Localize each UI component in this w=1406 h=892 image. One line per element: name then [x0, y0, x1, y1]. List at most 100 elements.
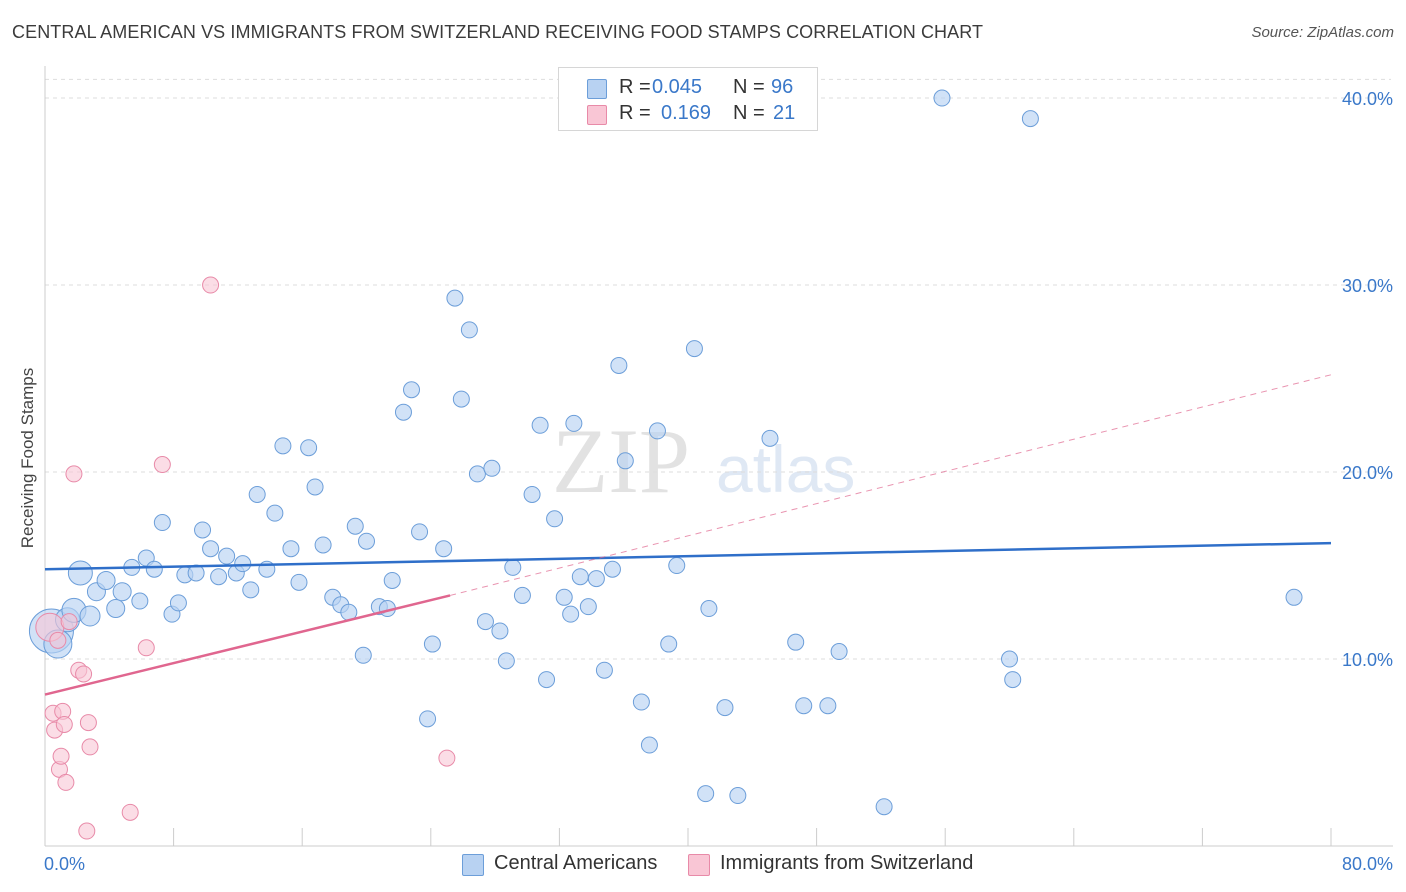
y-axis-title: Receiving Food Stamps: [18, 368, 37, 548]
central-americans-point: [403, 381, 421, 399]
central-americans-point: [571, 568, 589, 586]
central-americans-point: [830, 643, 848, 661]
central-americans-point: [640, 736, 658, 754]
central-americans-point: [875, 798, 893, 816]
switzerland-point: [153, 456, 171, 474]
central-americans-point: [354, 646, 372, 664]
central-americans-point: [555, 588, 573, 606]
central-americans-point: [700, 600, 718, 618]
switzerland-point: [55, 715, 73, 733]
central-americans-point: [460, 321, 478, 339]
central-americans-point: [358, 532, 375, 550]
central-americans-point: [1004, 671, 1022, 689]
switzerland-trendline: [44, 594, 451, 696]
source-label: Source: ZipAtlas.com: [1251, 24, 1394, 41]
bottom-legend-label: Central Americans: [494, 852, 658, 874]
central-americans-point: [546, 510, 564, 528]
central-americans-point: [282, 540, 300, 558]
central-americans-point: [595, 661, 613, 679]
switzerland-point: [65, 465, 83, 483]
y-tick-label: 40.0%: [1342, 89, 1393, 109]
legend-swatch-blue: [587, 79, 607, 99]
central-americans-point: [579, 598, 597, 616]
central-americans-point: [468, 465, 486, 483]
legend-n-label: N =: [733, 76, 765, 98]
central-americans-point: [274, 437, 292, 455]
central-americans-point: [202, 540, 220, 558]
central-americans-point: [716, 699, 734, 717]
legend-r-label: R =: [619, 102, 651, 124]
central-americans-point: [435, 540, 453, 558]
central-americans-point: [300, 439, 318, 457]
central-americans-point: [446, 289, 464, 307]
central-americans-point: [660, 635, 678, 653]
central-americans-point: [394, 403, 412, 421]
central-americans-point: [668, 557, 686, 575]
central-americans-point: [96, 570, 116, 590]
central-americans-point: [290, 573, 308, 591]
central-americans-point: [169, 594, 187, 612]
central-americans-point: [476, 613, 494, 631]
switzerland-point: [79, 714, 97, 732]
chart-title: CENTRAL AMERICAN VS IMMIGRANTS FROM SWIT…: [12, 22, 984, 42]
switzerland-point: [52, 747, 70, 765]
bottom-legend-swatch-blue: [462, 854, 484, 876]
switzerland-point: [81, 738, 99, 756]
bottom-legend-label: Immigrants from Switzerland: [720, 852, 974, 874]
central-americans-point: [761, 429, 779, 447]
y-tick-label: 30.0%: [1342, 276, 1393, 296]
legend-r-label: R =: [619, 76, 651, 98]
central-americans-point: [452, 390, 470, 408]
legend-n-value: 21: [773, 102, 796, 124]
central-americans-point: [266, 504, 284, 522]
central-americans-point: [819, 697, 837, 715]
switzerland-point: [137, 639, 155, 657]
central-americans-point: [787, 633, 805, 651]
central-americans-point: [531, 416, 549, 434]
central-americans-point: [587, 570, 605, 588]
legend-n-value: 96: [771, 76, 794, 98]
central-americans-point: [729, 787, 747, 805]
central-americans-point: [194, 521, 212, 539]
y-tick-label: 20.0%: [1342, 463, 1393, 483]
central-americans-point: [306, 478, 324, 496]
switzerland-point: [49, 631, 67, 649]
central-americans-point: [504, 558, 522, 576]
central-americans-point: [538, 671, 556, 689]
legend-r-value: 0.169: [661, 102, 712, 124]
central-americans-point: [1285, 588, 1303, 606]
switzerland-point: [438, 749, 456, 767]
x-tick-label: 0.0%: [44, 854, 85, 874]
central-americans-point: [616, 452, 634, 470]
switzerland-point: [202, 276, 220, 294]
central-americans-point: [145, 560, 163, 578]
legend-n-label: N =: [733, 102, 765, 124]
central-americans-point: [697, 785, 715, 803]
central-americans-point: [1021, 110, 1039, 128]
central-americans-point: [79, 605, 101, 627]
switzerland-point: [78, 822, 96, 840]
central-americans-point: [112, 582, 132, 602]
central-americans-point: [513, 586, 531, 604]
central-americans-point: [234, 555, 252, 573]
x-tick-label: 80.0%: [1342, 854, 1393, 874]
central-americans-point: [610, 356, 628, 374]
central-americans-point: [497, 652, 515, 670]
central-americans-point: [565, 414, 583, 432]
central-americans-point: [603, 560, 621, 578]
central-americans-point: [210, 568, 228, 586]
central-americans-trendline: [44, 541, 1332, 571]
central-americans-point: [423, 635, 441, 653]
switzerland-point: [121, 803, 139, 821]
central-americans-point: [419, 710, 437, 728]
central-americans-point: [795, 697, 813, 715]
central-americans-point: [483, 459, 501, 477]
central-americans-point: [131, 592, 149, 610]
central-americans-point: [685, 340, 703, 358]
watermark-atlas: atlas: [716, 432, 855, 506]
correlation-legend: R = 0.045 N = 96 R = 0.169 N = 21: [558, 67, 818, 131]
legend-swatch-pink: [587, 105, 607, 125]
central-americans-point: [153, 514, 171, 532]
central-americans-point: [106, 599, 126, 619]
